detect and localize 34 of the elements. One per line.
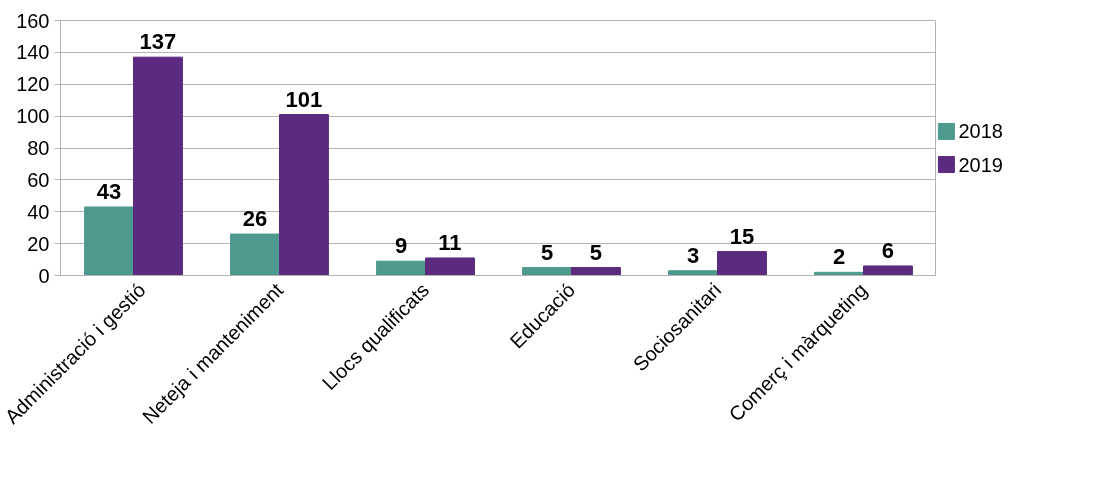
- data-label: 101: [285, 86, 323, 112]
- y-tick-label: 120: [16, 73, 50, 96]
- data-label: 5: [589, 239, 603, 265]
- data-label: 137: [139, 29, 177, 55]
- y-tick-label: 140: [16, 41, 50, 64]
- bar: [717, 251, 767, 276]
- legend-label: 2018: [958, 120, 1003, 143]
- bar: [376, 260, 426, 276]
- data-label: 3: [686, 242, 700, 268]
- bar: [425, 257, 475, 276]
- legend-label: 2019: [958, 153, 1003, 176]
- y-tick-label: 60: [27, 168, 50, 191]
- data-label: 6: [881, 237, 895, 263]
- bar: [133, 56, 183, 276]
- y-tick-label: 20: [27, 232, 50, 255]
- data-label: 43: [96, 178, 122, 204]
- data-label: 9: [394, 233, 408, 259]
- bar: [571, 267, 621, 276]
- y-tick-label: 160: [16, 9, 50, 32]
- bar: [522, 267, 572, 276]
- y-tick-label: 80: [27, 137, 50, 159]
- y-tick-label: 0: [38, 264, 50, 287]
- data-label: 15: [729, 223, 755, 249]
- bar: [668, 270, 718, 276]
- data-label: 11: [438, 229, 462, 255]
- bar: [230, 233, 280, 276]
- y-tick-label: 100: [16, 105, 50, 128]
- bar: [863, 265, 913, 276]
- data-label: 26: [242, 206, 268, 232]
- bar: [279, 114, 329, 276]
- data-label: 5: [540, 239, 554, 265]
- bar: [84, 206, 134, 276]
- data-label: 2: [832, 244, 846, 270]
- y-tick-label: 40: [27, 200, 50, 223]
